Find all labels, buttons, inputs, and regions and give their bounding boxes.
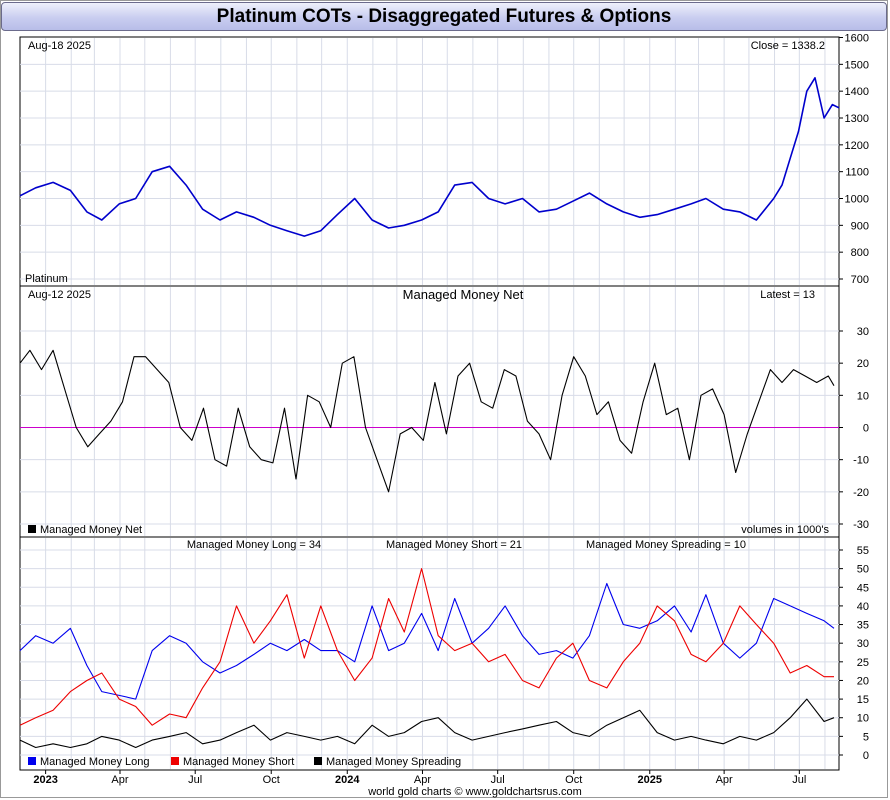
y-tick-label: 1600 (845, 33, 869, 45)
positions-panel (19, 536, 840, 771)
x-tick-label: Jul (188, 774, 202, 786)
x-tick-label: Oct (565, 774, 582, 786)
short-legend-swatch (171, 757, 179, 765)
y-tick-label: 1000 (845, 194, 869, 206)
long-line (19, 582, 835, 700)
short-header: Managed Money Short = 21 (386, 539, 522, 551)
y-tick-label: 10 (857, 713, 869, 725)
y-tick-label: 10 (857, 390, 869, 402)
y-tick-label: 1100 (845, 167, 869, 179)
short-line (19, 568, 834, 726)
x-tick-label: Apr (414, 774, 431, 786)
short-legend-label: Managed Money Short (183, 756, 294, 768)
y-tick-label: 700 (851, 274, 869, 286)
spreading-header: Managed Money Spreading = 10 (586, 539, 746, 551)
y-tick-label: 35 (857, 620, 869, 632)
y-tick-label: 900 (851, 220, 869, 232)
y-tick-label: 0 (863, 750, 869, 762)
y-tick-label: 1200 (845, 140, 869, 152)
long-header: Managed Money Long = 34 (187, 539, 321, 551)
y-tick-label: 5 (863, 731, 869, 743)
x-tick-label: Jul (491, 774, 505, 786)
y-tick-label: 30 (857, 326, 869, 338)
chart-title: Platinum COTs - Disaggregated Futures & … (1, 2, 887, 31)
y-tick-label: 0 (863, 423, 869, 435)
y-tick-label: 30 (857, 638, 869, 650)
x-tick-label: Apr (716, 774, 733, 786)
y-tick-label: 1400 (845, 86, 869, 98)
price-close-label: Close = 1338.2 (751, 40, 825, 52)
footer-credit: world gold charts © www.goldchartsrus.co… (367, 786, 582, 798)
x-tick-label: Jul (792, 774, 806, 786)
x-tick-label: 2025 (638, 774, 662, 786)
price-panel (19, 36, 840, 287)
price-line (19, 77, 840, 237)
price-series-label: Platinum (25, 273, 68, 285)
net-latest-label: Latest = 13 (760, 289, 815, 301)
y-tick-label: -20 (853, 487, 869, 499)
net-units-label: volumes in 1000's (741, 524, 829, 536)
long-legend-label: Managed Money Long (40, 756, 149, 768)
net-legend-swatch (28, 525, 36, 533)
x-tick-label: 2024 (335, 774, 360, 786)
y-tick-label: 45 (857, 582, 869, 594)
net-title: Managed Money Net (403, 287, 524, 302)
y-tick-label: 20 (857, 358, 869, 370)
net-legend-label: Managed Money Net (40, 524, 142, 536)
y-tick-label: 1300 (845, 113, 869, 125)
y-tick-label: 25 (857, 657, 869, 669)
y-tick-label: 20 (857, 675, 869, 687)
y-tick-label: 1500 (845, 59, 869, 71)
long-legend-swatch (28, 757, 36, 765)
y-tick-label: -30 (853, 519, 869, 531)
net-date-label: Aug-12 2025 (28, 289, 91, 301)
net-line (19, 349, 835, 493)
spreading-line (19, 698, 835, 749)
x-tick-label: Oct (263, 774, 280, 786)
price-date-label: Aug-18 2025 (28, 40, 91, 52)
y-tick-label: 15 (857, 694, 869, 706)
y-tick-label: -10 (853, 455, 869, 467)
y-tick-label: 40 (857, 601, 869, 613)
spreading-legend-label: Managed Money Spreading (326, 756, 461, 768)
y-tick-label: 55 (857, 545, 869, 557)
spreading-legend-swatch (314, 757, 322, 765)
x-tick-label: 2023 (33, 774, 57, 786)
x-tick-label: Apr (111, 774, 128, 786)
y-tick-label: 800 (851, 247, 869, 259)
y-tick-label: 50 (857, 564, 869, 576)
